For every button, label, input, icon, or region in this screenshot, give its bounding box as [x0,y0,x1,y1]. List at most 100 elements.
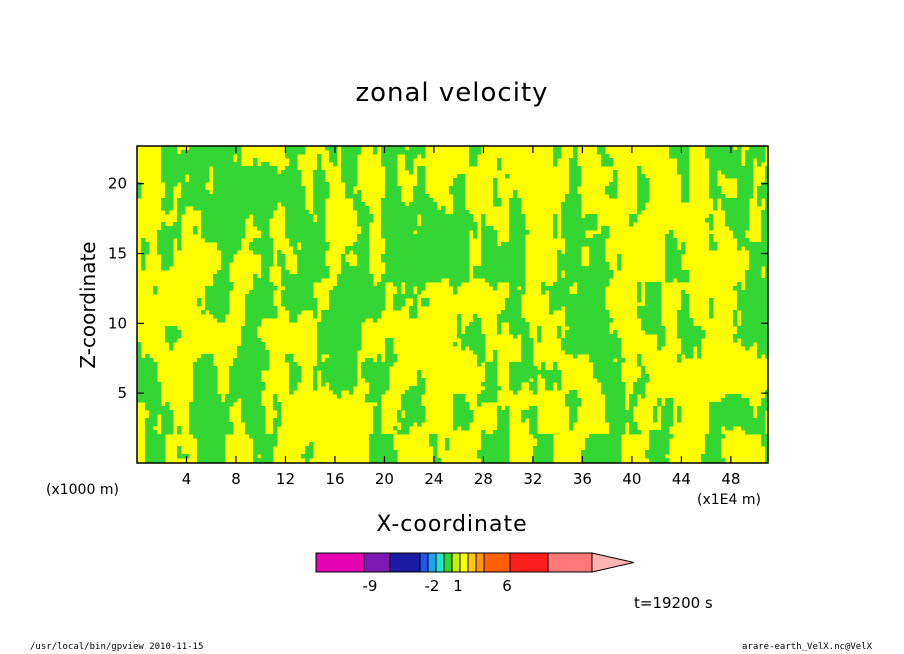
field-cell [401,202,406,207]
field-cell [757,266,762,271]
field-cell [729,210,734,215]
field-cell [681,198,686,203]
field-cell [509,290,514,295]
field-cell [405,286,410,291]
field-cell [249,326,254,331]
field-cell [369,390,374,395]
field-cell [677,258,682,263]
field-cell [461,246,466,251]
field-cell [165,158,170,163]
field-cell [253,426,258,431]
field-cell [253,158,258,163]
field-cell [577,310,582,315]
field-cell [397,190,402,195]
field-cell [709,182,714,187]
field-cell [737,238,742,243]
field-cell [457,238,462,243]
field-cell [501,422,506,427]
field-cell [445,214,450,219]
field-cell [193,170,198,175]
field-cell [617,350,622,355]
field-cell [605,382,610,387]
field-cell [541,366,546,371]
field-cell [229,154,234,159]
field-cell [737,394,742,399]
field-cell [305,210,310,215]
field-cell [161,246,166,251]
field-cell [357,278,362,283]
field-cell [333,338,338,343]
field-cell [593,218,598,223]
field-cell [245,418,250,423]
field-cell [189,194,194,199]
field-cell [493,246,498,251]
field-cell [529,418,534,423]
field-cell [225,414,230,419]
field-cell [325,378,330,383]
field-cell [685,150,690,155]
field-cell [373,386,378,391]
field-cell [185,186,190,191]
field-cell [249,202,254,207]
field-cell [613,194,618,199]
field-cell [585,306,590,311]
field-cell [425,242,430,247]
field-cell [429,218,434,223]
field-cell [221,206,226,211]
field-cell [569,230,574,235]
field-cell [317,182,322,187]
field-cell [461,426,466,431]
field-cell [473,226,478,231]
field-cell [241,346,246,351]
field-cell [717,434,722,439]
field-cell [757,258,762,263]
field-cell [341,366,346,371]
field-cell [145,438,150,443]
field-cell [205,190,210,195]
field-cell [213,178,218,183]
field-cell [345,346,350,351]
field-cell [457,418,462,423]
field-cell [197,186,202,191]
field-cell [589,226,594,231]
field-cell [745,286,750,291]
field-cell [581,306,586,311]
field-cell [509,254,514,259]
field-cell [353,334,358,339]
field-cell [269,246,274,251]
field-cell [265,434,270,439]
field-cell [361,218,366,223]
field-cell [445,242,450,247]
field-cell [565,346,570,351]
field-cell [577,398,582,403]
field-cell [201,206,206,211]
field-cell [193,194,198,199]
field-cell [501,434,506,439]
field-cell [381,434,386,439]
field-cell [257,430,262,435]
field-cell [761,418,766,423]
field-cell [285,154,290,159]
field-cell [589,214,594,219]
field-cell [225,162,230,167]
field-cell [573,418,578,423]
field-cell [325,318,330,323]
field-cell [725,422,730,427]
field-cell [741,210,746,215]
field-cell [489,242,494,247]
field-cell [309,226,314,231]
field-cell [557,254,562,259]
field-cell [357,302,362,307]
field-cell [533,382,538,387]
field-cell [493,266,498,271]
field-cell [737,150,742,155]
field-cell [761,238,766,243]
field-cell [169,242,174,247]
field-cell [381,298,386,303]
field-cell [601,338,606,343]
field-cell [761,350,766,355]
field-cell [749,154,754,159]
field-cell [641,322,646,327]
field-cell [573,402,578,407]
field-cell [269,206,274,211]
